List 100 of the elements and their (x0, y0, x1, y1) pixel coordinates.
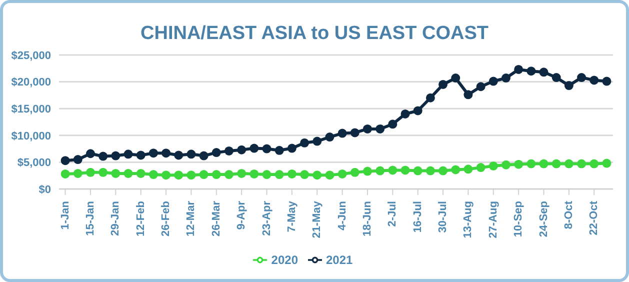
x-tick-label: 15-Jan (84, 200, 96, 236)
legend-label: 2021 (326, 253, 353, 267)
x-tick-label: 9-Apr (236, 200, 248, 230)
x-tick-label: 8-Oct (562, 200, 575, 230)
point (338, 128, 347, 138)
point (362, 124, 372, 134)
x-tick-label: 22-Oct (588, 200, 600, 236)
point (350, 128, 360, 138)
point (212, 170, 221, 180)
y-tick-label: $10,000 (11, 130, 51, 142)
point (162, 170, 171, 180)
point (73, 168, 82, 178)
point (362, 166, 372, 176)
point (111, 151, 120, 160)
point (451, 74, 460, 83)
point (338, 169, 347, 178)
point (476, 163, 486, 172)
point (98, 152, 108, 161)
x-tick-label: 23-Apr (260, 200, 273, 236)
point (413, 166, 422, 176)
point (426, 93, 435, 102)
x-tick-label: 16-Jul (412, 201, 424, 233)
point (464, 90, 473, 100)
x-tick-label: 10-Sep (512, 200, 525, 238)
x-tick-label: 26-Feb (160, 200, 172, 236)
point (250, 169, 259, 178)
y-tick-label: $0 (38, 184, 51, 196)
point (274, 146, 284, 155)
x-tick-label: 21-May (311, 200, 324, 238)
y-tick-label: $15,000 (11, 104, 51, 116)
point (148, 148, 158, 158)
point (262, 170, 272, 180)
point (212, 148, 221, 158)
point (526, 66, 536, 76)
x-tick-label: 4-Jun (336, 200, 348, 230)
point (98, 168, 108, 177)
point (476, 82, 486, 92)
point (552, 159, 561, 168)
chart-title: CHINA/EAST ASIA to US EAST COAST (140, 23, 490, 46)
point (400, 166, 410, 175)
point (388, 166, 398, 175)
point (124, 168, 133, 178)
point (577, 73, 586, 82)
point (162, 148, 171, 158)
point (350, 168, 360, 177)
point (300, 138, 310, 148)
point (376, 124, 385, 134)
point (186, 170, 196, 180)
legend-label: 2020 (271, 253, 298, 267)
point (451, 165, 460, 174)
point (287, 144, 296, 153)
point (501, 74, 510, 83)
point (325, 170, 334, 180)
point (199, 151, 208, 160)
x-tick-label: 30-Jul (437, 201, 450, 233)
point (376, 166, 385, 176)
point (73, 155, 82, 164)
point (577, 159, 586, 168)
point (325, 132, 334, 142)
point (564, 81, 574, 90)
point (552, 73, 561, 82)
y-tick-label: $5,000 (17, 157, 51, 170)
point (111, 168, 120, 178)
x-tick-label: 27-Aug (487, 201, 500, 238)
point (488, 161, 498, 170)
point (60, 156, 70, 166)
point (237, 168, 246, 178)
x-tick-label: 2-Jul (386, 201, 399, 227)
x-tick-label: 7-May (286, 200, 298, 232)
point (488, 76, 498, 86)
point (300, 170, 310, 180)
point (86, 149, 95, 158)
x-tick-label: 1-Jan (59, 200, 72, 230)
point (174, 170, 184, 180)
point (438, 166, 448, 176)
point (186, 150, 196, 159)
x-tick-label: 12-Feb (134, 200, 147, 236)
x-tick-label: 13-Aug (462, 201, 474, 238)
point (464, 164, 473, 174)
x-tick-label: 26-Mar (210, 200, 222, 236)
point (250, 144, 259, 153)
point (124, 150, 133, 159)
point (514, 64, 524, 74)
y-tick-label: $25,000 (11, 50, 51, 62)
point (60, 169, 70, 178)
point (174, 150, 184, 160)
point (224, 146, 234, 156)
point (136, 168, 146, 178)
point (199, 170, 208, 180)
point (136, 150, 146, 160)
x-tick-label: 12-Mar (185, 200, 198, 236)
point (539, 159, 548, 168)
point (237, 145, 246, 154)
point (287, 169, 296, 178)
point (514, 160, 524, 169)
point (564, 159, 574, 168)
y-tick-label: $20,000 (11, 76, 51, 89)
point (388, 120, 398, 129)
point (274, 170, 284, 180)
x-tick-label: 18-Jun (361, 200, 374, 236)
